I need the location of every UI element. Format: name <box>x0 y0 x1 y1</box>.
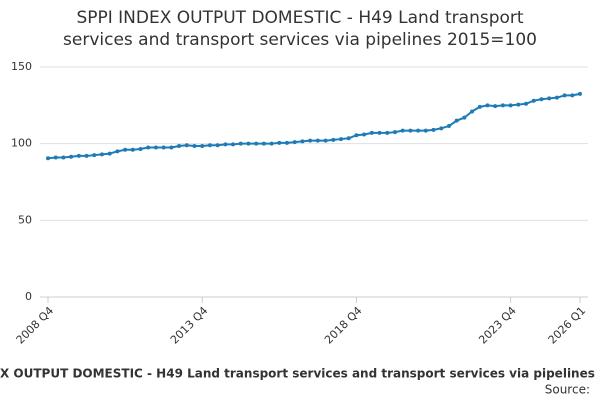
data-point <box>431 127 436 132</box>
data-point <box>138 147 143 152</box>
data-point <box>578 91 582 96</box>
data-point <box>300 139 305 144</box>
y-tick-label: 100 <box>11 137 32 150</box>
data-point <box>115 149 120 154</box>
data-point <box>323 138 328 143</box>
data-point <box>107 151 112 156</box>
data-point <box>76 153 81 158</box>
data-point <box>423 128 428 133</box>
data-point <box>315 138 320 143</box>
data-point <box>500 103 505 108</box>
data-point <box>470 109 475 114</box>
data-point <box>331 137 336 142</box>
data-point <box>184 143 189 148</box>
y-tick-label: 50 <box>18 213 32 226</box>
data-point <box>99 152 104 157</box>
data-point <box>238 141 243 146</box>
data-point <box>539 97 544 102</box>
x-tick-label: 2026 Q1 <box>546 304 589 347</box>
chart-title: services and transport services via pipe… <box>63 30 537 50</box>
data-point <box>292 140 297 145</box>
data-point <box>369 130 374 135</box>
data-point <box>408 128 413 133</box>
data-point <box>508 103 513 108</box>
data-point <box>254 141 259 146</box>
data-point <box>338 137 343 142</box>
data-point <box>269 141 274 146</box>
x-tick-label: 2008 Q4 <box>14 304 57 347</box>
x-tick-label: 2023 Q4 <box>476 304 519 347</box>
data-point <box>92 153 97 158</box>
data-point <box>477 104 482 109</box>
data-point <box>215 143 220 148</box>
data-point <box>69 154 74 159</box>
data-point <box>61 155 66 160</box>
data-point <box>446 124 451 129</box>
data-point <box>285 140 290 145</box>
data-point <box>439 126 444 131</box>
data-point <box>223 142 228 147</box>
data-point <box>377 130 382 135</box>
data-point <box>192 143 197 148</box>
data-point <box>277 140 282 145</box>
data-point <box>207 143 212 148</box>
data-point <box>161 145 166 150</box>
data-point <box>454 118 459 123</box>
data-point <box>84 153 89 158</box>
data-point <box>53 155 58 160</box>
data-point <box>200 143 205 148</box>
data-point <box>562 93 567 98</box>
data-point <box>524 101 529 106</box>
data-point <box>130 147 135 152</box>
chart-title: SPPI INDEX OUTPUT DOMESTIC - H49 Land tr… <box>76 8 523 28</box>
y-tick-label: 0 <box>25 290 32 303</box>
data-point <box>516 102 521 107</box>
data-point <box>169 145 174 150</box>
data-point <box>416 128 421 133</box>
data-point <box>385 130 390 135</box>
data-point <box>123 147 128 152</box>
data-point <box>493 104 498 109</box>
data-point <box>153 145 158 150</box>
data-point <box>308 138 313 143</box>
data-point <box>392 130 397 135</box>
data-point <box>570 93 575 98</box>
source: Source: <box>545 383 590 397</box>
data-point <box>362 132 367 137</box>
data-point <box>354 133 359 138</box>
data-point <box>462 115 467 120</box>
data-point <box>485 103 490 108</box>
data-point <box>400 128 405 133</box>
data-point <box>46 156 50 161</box>
x-tick-label: 2018 Q4 <box>322 304 365 347</box>
data-point <box>531 98 536 103</box>
series-line <box>47 92 581 160</box>
data-point <box>547 96 552 101</box>
data-point <box>261 141 266 146</box>
caption: SPPI INDEX OUTPUT DOMESTIC - H49 Land tr… <box>0 367 600 381</box>
y-tick-label: 150 <box>11 60 32 73</box>
data-point <box>246 141 251 146</box>
data-point <box>177 143 182 148</box>
data-point <box>146 145 151 150</box>
data-point <box>231 142 236 147</box>
data-point <box>554 95 559 100</box>
data-point <box>346 136 351 141</box>
x-tick-label: 2013 Q4 <box>168 304 211 347</box>
